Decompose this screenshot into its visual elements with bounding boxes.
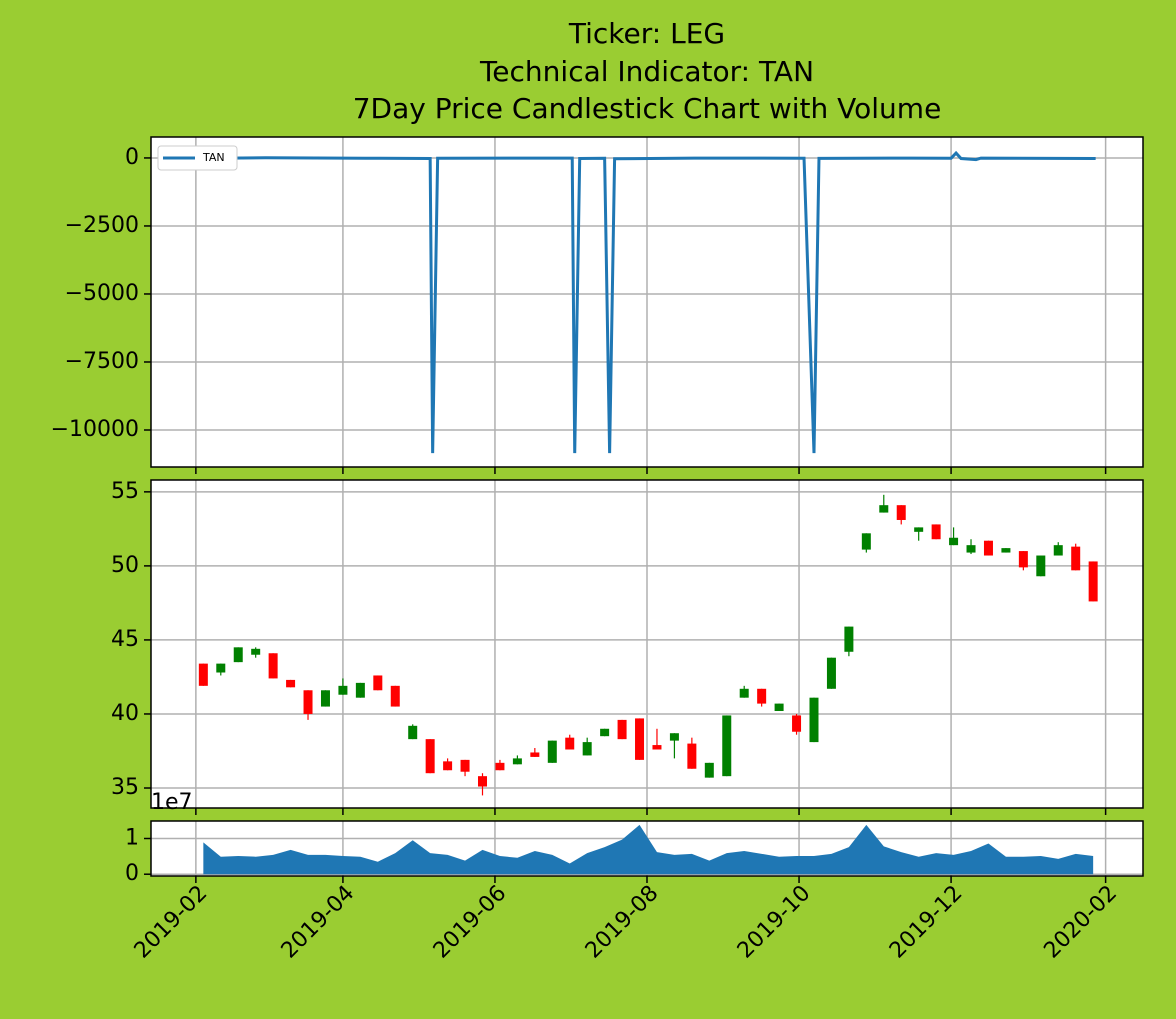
candle-body	[198, 663, 208, 686]
legend-label: TAN	[202, 151, 225, 164]
candle-body	[268, 653, 278, 679]
candle-body	[704, 762, 714, 778]
candle-body	[931, 524, 941, 540]
candle-body	[408, 725, 418, 740]
candle-body	[914, 527, 924, 532]
candle-body	[286, 679, 296, 688]
chart-title: Technical Indicator: TAN	[479, 55, 814, 88]
y-tick-label: 55	[111, 479, 139, 504]
candle-body	[617, 719, 627, 740]
candle-body	[251, 648, 261, 655]
candle-body	[1088, 561, 1098, 602]
candle-body	[1071, 546, 1081, 571]
candle-body	[547, 740, 557, 763]
y-tick-label: 0	[125, 861, 139, 886]
line-series	[203, 150, 1096, 454]
candle-body	[983, 540, 993, 556]
candle-body	[355, 682, 365, 698]
candle-body	[582, 742, 592, 756]
candle-body	[879, 505, 889, 513]
plot-frame	[150, 479, 1144, 809]
candle-body	[477, 776, 487, 787]
candle-body	[635, 718, 645, 760]
candle-body	[512, 758, 522, 765]
candle-body	[303, 690, 313, 714]
y-tick-label: −7500	[65, 349, 139, 374]
candle-body	[460, 759, 470, 772]
y-tick-label: −10000	[51, 417, 139, 442]
candle-body	[373, 675, 383, 691]
candle-body	[722, 715, 732, 777]
y-offset-label: 1e7	[151, 790, 193, 815]
y-tick-label: −5000	[65, 281, 139, 306]
legend-box	[157, 145, 238, 171]
candle-body	[530, 752, 540, 757]
candle-body	[809, 697, 819, 743]
chart-title: 7Day Price Candlestick Chart with Volume	[353, 92, 942, 125]
y-tick-label: 35	[111, 775, 139, 800]
candle-body	[600, 728, 610, 737]
candle-body	[1001, 548, 1011, 553]
candle-body	[1018, 551, 1028, 568]
candle-body	[949, 537, 959, 546]
candle-body	[1053, 545, 1063, 556]
candle-body	[1036, 555, 1046, 577]
y-tick-label: 45	[111, 627, 139, 652]
volume-area	[203, 824, 1094, 875]
y-tick-label: −2500	[65, 213, 139, 238]
plot-frame	[150, 136, 1144, 468]
candle-body	[774, 703, 784, 712]
candle-body	[338, 685, 348, 695]
y-tick-label: 1	[125, 826, 139, 851]
candle-body	[861, 533, 871, 550]
candle-body	[757, 688, 767, 704]
candle-body	[233, 647, 243, 663]
candle-body	[792, 715, 802, 732]
candle-body	[425, 739, 435, 774]
y-tick-label: 40	[111, 701, 139, 726]
candle-body	[565, 737, 575, 750]
candle-body	[844, 626, 854, 652]
plot-frame	[150, 820, 1144, 877]
candle-body	[687, 743, 697, 769]
candle-body	[739, 688, 749, 698]
candle-body	[216, 663, 226, 673]
candle-body	[826, 657, 836, 689]
candle-body	[669, 733, 679, 741]
candle-body	[495, 762, 505, 771]
candle-body	[896, 505, 906, 520]
y-tick-label: 50	[111, 553, 139, 578]
candle-body	[390, 685, 400, 707]
candle-body	[966, 545, 976, 553]
candle-body	[320, 690, 330, 707]
candle-body	[652, 745, 662, 750]
chart-title: Ticker: LEG	[568, 17, 725, 50]
y-tick-label: 0	[125, 145, 139, 170]
candle-body	[443, 761, 453, 771]
